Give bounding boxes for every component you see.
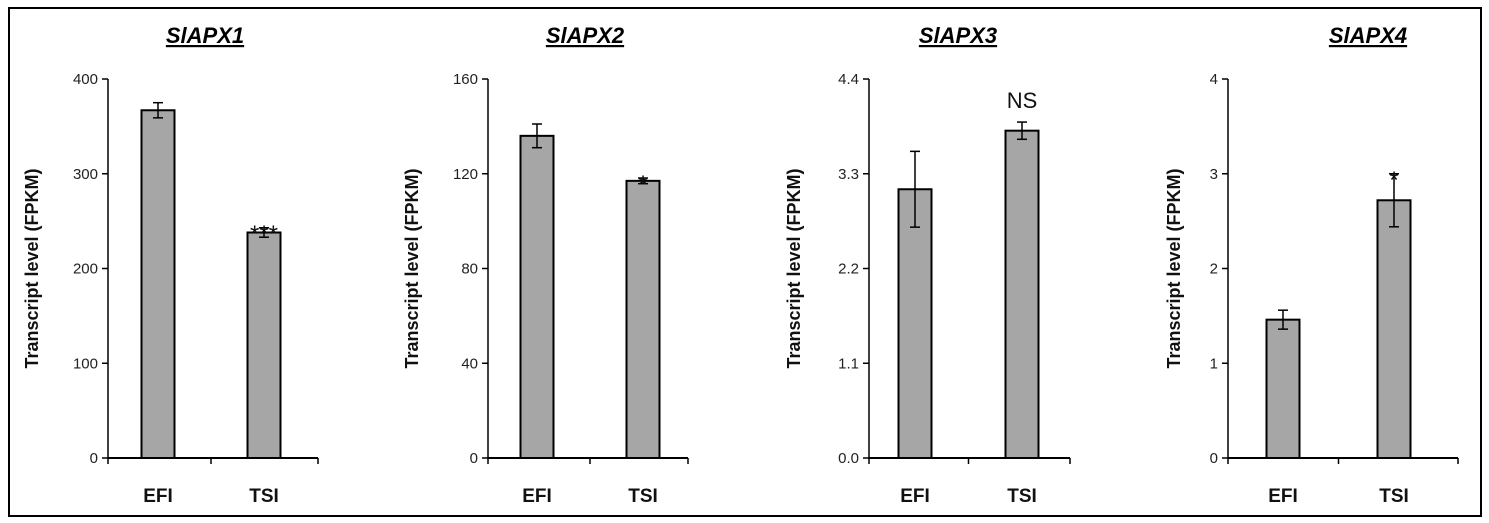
bar-efi [140,109,176,460]
bar-tsi [1376,199,1412,459]
bar-efi [519,134,555,459]
significance-label: * [638,171,647,198]
x-category-label: EFI [1268,486,1298,507]
chart-panel-3: SlAPX3 Transcript level (FPKM) 0.0 1.1 2.2 3.… [784,23,1071,507]
x-category-label: TSI [1379,486,1409,507]
y-tick-label: 2 [1210,261,1218,278]
x-category-label: EFI [522,486,552,507]
significance-label: NS [1007,88,1038,113]
bar-efi [1265,318,1301,460]
y-tick-label: 0 [470,450,478,467]
significance-label: *** [250,221,278,248]
y-tick-label: 4 [1210,71,1218,88]
significance-label: * [1389,167,1398,194]
y-tick-label: 100 [73,355,98,372]
x-category-label: EFI [900,486,930,507]
y-tick-label: 300 [73,166,98,183]
y-tick-label: 0 [1210,450,1218,467]
y-tick-label: 400 [73,71,98,88]
y-tick-label: 80 [461,261,478,278]
chart-title: SlAPX1 [166,23,244,48]
x-category-label: EFI [143,486,173,507]
bar-tsi [625,179,661,459]
y-tick-label: 3.3 [838,166,859,183]
y-tick-label: 2.2 [838,261,859,278]
y-tick-label: 200 [73,261,98,278]
y-tick-label: 120 [453,166,478,183]
y-axis-title: Transcript level (FPKM) [1164,168,1184,368]
chart-panel-1: SlAPX1 Transcript level (FPKM) 0 100 200 300 4… [22,23,319,507]
bar-tsi [1004,129,1040,459]
y-tick-label: 40 [461,355,478,372]
chart-panel-2: SlAPX2 Transcript level (FPKM) 0 40 80 120 160… [402,23,689,507]
y-tick-label: 0.0 [838,450,859,467]
chart-title: SlAPX2 [546,23,625,48]
y-tick-label: 1.1 [838,355,859,372]
chart-title: SlAPX4 [1329,23,1407,48]
chart-panel-4: SlAPX4 Transcript level (FPKM) 0 1 2 3 4 EFI TSI… [1164,23,1459,507]
bar-tsi [246,231,282,459]
x-category-label: TSI [249,486,279,507]
y-axis-title: Transcript level (FPKM) [22,168,42,368]
bar-efi [897,188,933,459]
y-tick-label: 3 [1210,166,1218,183]
x-category-label: TSI [1007,486,1037,507]
y-axis-title: Transcript level (FPKM) [402,168,422,368]
figure-frame [8,7,1482,517]
y-axis-title: Transcript level (FPKM) [784,168,804,368]
y-tick-label: 1 [1210,355,1218,372]
y-tick-label: 160 [453,71,478,88]
y-tick-label: 0 [90,450,98,467]
x-category-label: TSI [628,486,658,507]
chart-title: SlAPX3 [919,23,997,48]
y-tick-label: 4.4 [838,71,859,88]
